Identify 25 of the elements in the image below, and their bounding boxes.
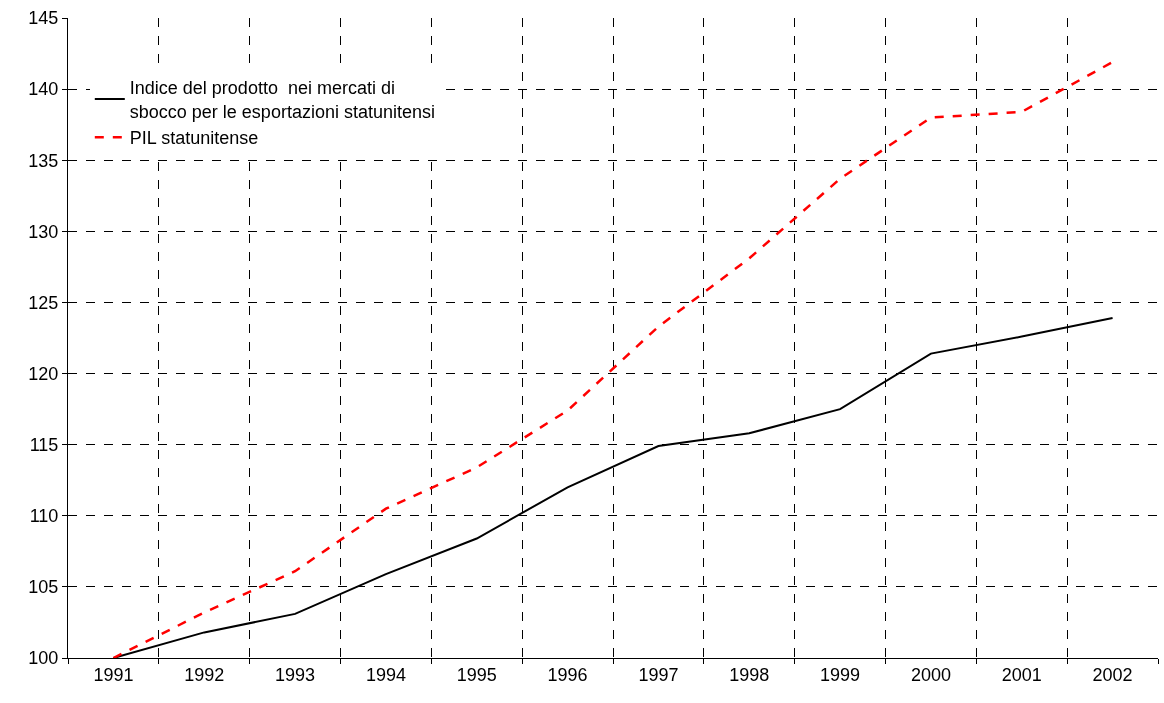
x-tick-label: 2000 bbox=[910, 664, 951, 685]
x-tick-label: 1999 bbox=[820, 664, 861, 685]
y-tick-label: 135 bbox=[28, 150, 59, 171]
x-tick-label: 1993 bbox=[275, 664, 316, 685]
y-tick-label: 115 bbox=[29, 434, 59, 455]
legend-label: PIL statunitense bbox=[129, 128, 259, 149]
x-tick-label: 1995 bbox=[456, 664, 497, 685]
x-tick-label: 2002 bbox=[1092, 664, 1133, 685]
x-tick-label: 1991 bbox=[93, 664, 134, 685]
x-tick-label: 1998 bbox=[729, 664, 770, 685]
x-tick-label: 1994 bbox=[365, 664, 406, 685]
line-series bbox=[112, 60, 1114, 658]
y-tick-label: 125 bbox=[28, 292, 59, 313]
y-tick-label: 120 bbox=[28, 363, 59, 384]
legend-label: Indice del prodotto nei mercati di sbocco per le esportazioni statunitensi bbox=[129, 78, 435, 122]
x-tick-label: 2001 bbox=[1001, 664, 1042, 685]
y-tick-label: 145 bbox=[28, 8, 59, 29]
y-tick-label: 110 bbox=[29, 506, 59, 527]
y-tick-label: 100 bbox=[28, 648, 59, 669]
x-tick-label: 1997 bbox=[638, 664, 679, 685]
y-tick-label: 105 bbox=[28, 577, 59, 598]
x-tick-label: 1996 bbox=[547, 664, 588, 685]
y-tick-label: 130 bbox=[28, 221, 59, 242]
x-tick-label: 1992 bbox=[184, 664, 225, 685]
y-tick-label: 140 bbox=[28, 79, 59, 100]
